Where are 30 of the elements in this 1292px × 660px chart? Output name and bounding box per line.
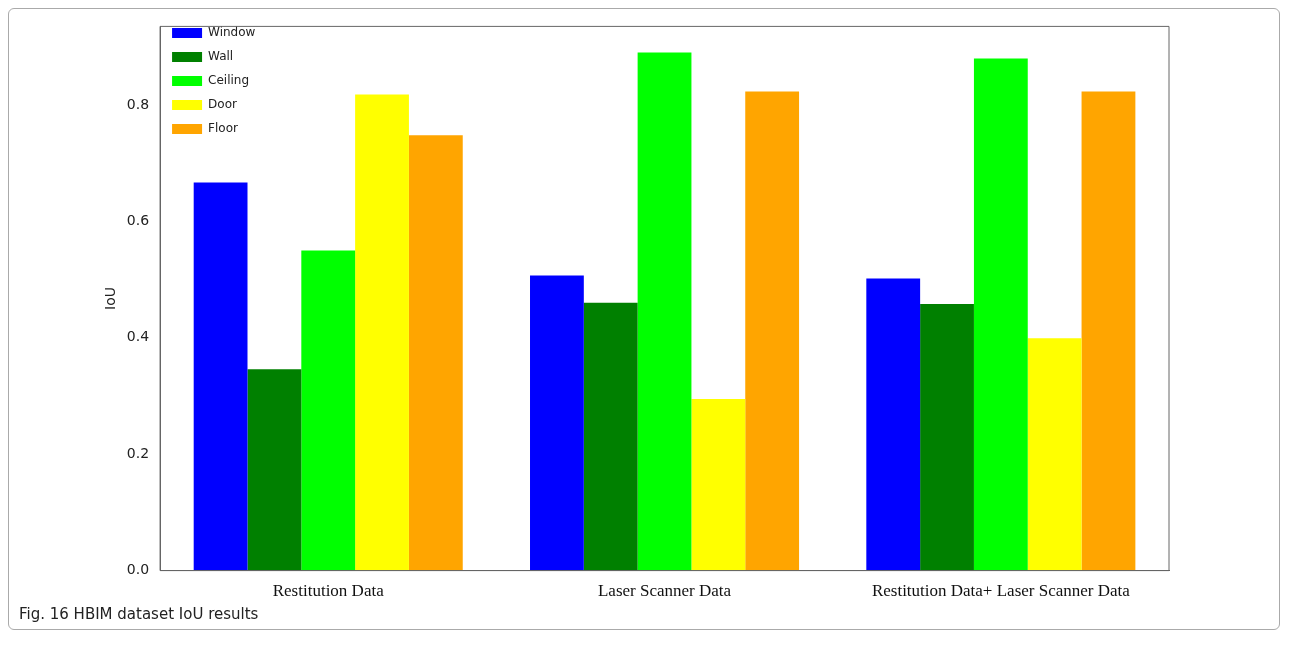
bar	[637, 52, 692, 571]
legend-label: Window	[208, 25, 256, 40]
legend-label: Floor	[208, 121, 238, 136]
bar	[408, 135, 463, 571]
bar	[691, 398, 746, 571]
x-tick-label: Restitution Data+ Laser Scanner Data	[871, 581, 1131, 601]
x-tick-label: Restitution Data	[272, 581, 385, 601]
bar	[247, 369, 302, 571]
bar	[1081, 91, 1136, 571]
y-tick-label: 0.6	[126, 212, 150, 229]
legend-label: Wall	[208, 49, 234, 64]
caption: Fig. 16 HBIM dataset IoU results	[18, 605, 260, 623]
legend-label: Ceiling	[208, 73, 250, 88]
bar	[866, 278, 921, 571]
bar	[920, 304, 974, 571]
bar	[530, 275, 584, 571]
y-tick-label: 0.2	[126, 444, 150, 461]
bar	[973, 58, 1028, 571]
legend-label: Door	[208, 97, 237, 112]
y-tick-label: 0.8	[126, 95, 150, 112]
bar	[745, 91, 800, 571]
bar	[355, 94, 409, 571]
y-tick-label: 0.4	[126, 328, 150, 345]
bar	[193, 182, 248, 571]
y-tick-label: 0.0	[126, 561, 150, 578]
bar	[301, 250, 356, 571]
bar	[1027, 338, 1082, 571]
y-axis-title: IoU	[102, 287, 119, 310]
x-tick-label: Laser Scanner Data	[597, 581, 732, 601]
bar	[583, 302, 638, 571]
